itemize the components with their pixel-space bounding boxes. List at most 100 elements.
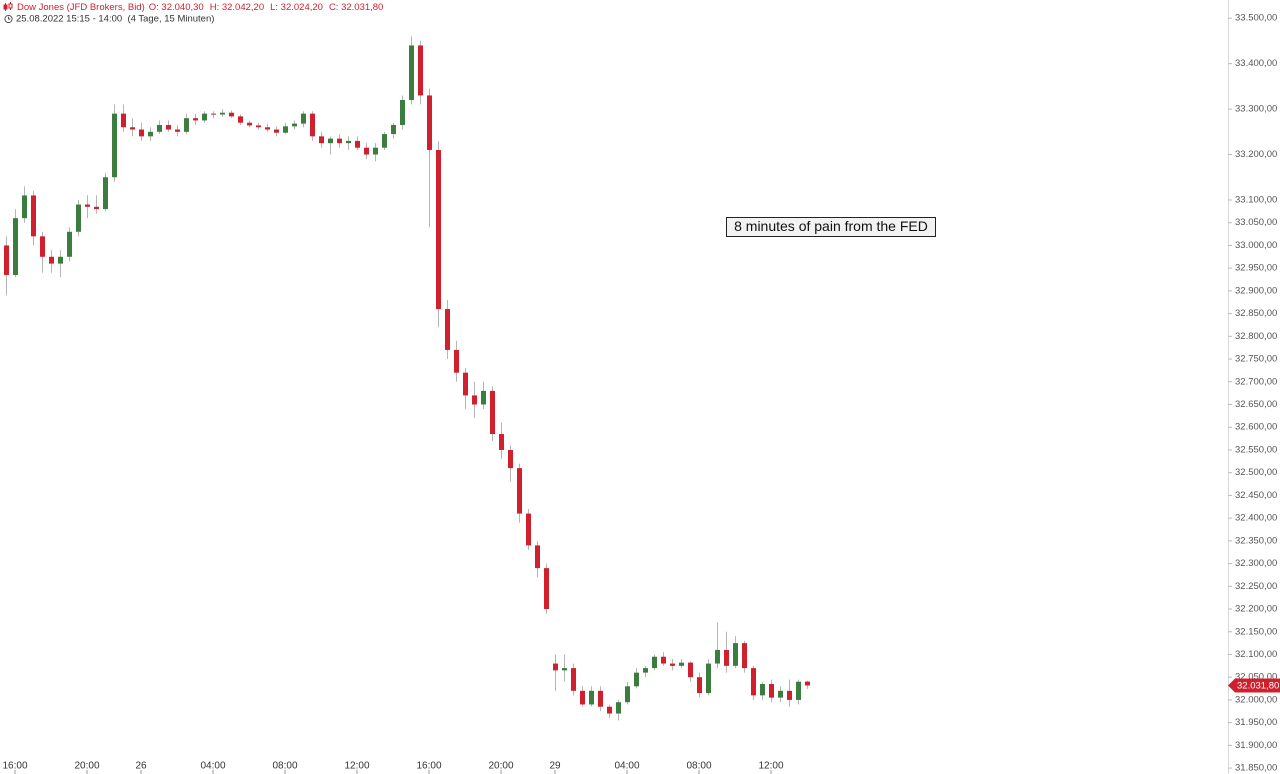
- current-price-label: 32.031,80: [1237, 680, 1279, 691]
- candle-body: [67, 231, 72, 257]
- candle-body: [454, 349, 459, 373]
- candle-body: [679, 662, 684, 666]
- y-tick-label: 33.050,00: [1235, 217, 1277, 228]
- y-tick-label: 32.500,00: [1235, 467, 1277, 478]
- candle-body: [490, 390, 495, 435]
- candle-body: [229, 112, 234, 117]
- x-tick-label: 08:00: [686, 761, 711, 772]
- x-tick-label: 16:00: [2, 761, 27, 772]
- x-tick-label: 08:00: [272, 761, 297, 772]
- y-tick-label: 32.650,00: [1235, 399, 1277, 410]
- y-tick-label: 32.850,00: [1235, 308, 1277, 319]
- candle-body: [319, 136, 324, 144]
- candle-body: [472, 395, 477, 405]
- y-tick-label: 32.700,00: [1235, 376, 1277, 387]
- candle-body: [733, 643, 738, 666]
- candle-body: [112, 113, 117, 178]
- candle-body: [130, 127, 135, 130]
- candle-body: [517, 468, 522, 514]
- x-tick-label: 04:00: [200, 761, 225, 772]
- candle-body: [238, 116, 243, 123]
- candle-body: [328, 138, 333, 144]
- y-tick-label: 32.450,00: [1235, 490, 1277, 501]
- candle-body: [499, 434, 504, 450]
- candle-body: [166, 124, 171, 130]
- candle-body: [652, 656, 657, 669]
- candle-body: [724, 649, 729, 666]
- candle-body: [742, 643, 747, 669]
- candle-body: [139, 129, 144, 137]
- y-tick-label: 32.250,00: [1235, 581, 1277, 592]
- candle-body: [445, 309, 450, 350]
- candle-body: [607, 706, 612, 714]
- candle-body: [391, 124, 396, 135]
- chart-title: Dow Jones (JFD Brokers, Bid): [17, 2, 145, 13]
- chart-subtitle: 25.08.2022 15:15 - 14:00 (4 Tage, 15 Min…: [16, 14, 214, 25]
- y-tick-label: 33.400,00: [1235, 58, 1277, 69]
- y-tick-label: 33.500,00: [1235, 13, 1277, 24]
- candle-body: [616, 702, 621, 714]
- candle-body: [373, 147, 378, 155]
- x-tick-label: 16:00: [416, 761, 441, 772]
- candle-body: [760, 684, 765, 696]
- x-tick-label: 12:00: [344, 761, 369, 772]
- candle-body: [193, 118, 198, 121]
- y-tick-label: 32.550,00: [1235, 444, 1277, 455]
- y-tick-label: 32.800,00: [1235, 331, 1277, 342]
- candle-body: [346, 140, 351, 144]
- clock-icon: [4, 14, 13, 24]
- candle-body: [418, 45, 423, 96]
- candle-body: [661, 656, 666, 664]
- candle-body: [31, 195, 36, 237]
- candle-body: [40, 236, 45, 257]
- candle-body: [49, 256, 54, 264]
- annotation-text: 8 minutes of pain from the FED: [734, 218, 928, 234]
- y-tick-label: 32.750,00: [1235, 354, 1277, 365]
- candle-body: [796, 681, 801, 700]
- candle-body: [598, 690, 603, 707]
- candle-body: [526, 513, 531, 546]
- candle-body: [787, 690, 792, 700]
- candle-body: [544, 568, 549, 610]
- candle-body: [211, 113, 216, 115]
- y-tick-label: 32.350,00: [1235, 535, 1277, 546]
- x-tick-label: 12:00: [758, 761, 783, 772]
- y-tick-label: 33.300,00: [1235, 104, 1277, 115]
- candle-body: [382, 134, 387, 148]
- ohlc-label: L: 32.024,20: [270, 2, 323, 13]
- y-tick-label: 33.000,00: [1235, 240, 1277, 251]
- y-tick-label: 32.100,00: [1235, 649, 1277, 660]
- candle-body: [535, 545, 540, 569]
- candle-body: [274, 129, 279, 133]
- candle-body: [301, 113, 306, 124]
- candle-body: [175, 129, 180, 132]
- candle-body: [256, 125, 261, 128]
- y-tick-label: 32.400,00: [1235, 513, 1277, 524]
- candle-body: [706, 663, 711, 694]
- candle-body: [364, 147, 369, 155]
- candle-body: [427, 95, 432, 150]
- candle-body: [409, 45, 414, 100]
- candle-body: [94, 206, 99, 210]
- candle-body: [58, 256, 63, 264]
- candles: [4, 36, 810, 721]
- candle-body: [337, 138, 342, 144]
- annotation: 8 minutes of pain from the FED: [726, 217, 936, 237]
- ohlc-label: C: 32.031,80: [329, 2, 383, 13]
- chart-type-icon: [3, 2, 13, 11]
- candle-body: [184, 118, 189, 132]
- candle-body: [553, 663, 558, 671]
- candle-body: [481, 390, 486, 405]
- candle-body: [643, 668, 648, 673]
- candle-body: [625, 686, 630, 703]
- candle-body: [634, 672, 639, 687]
- y-tick-label: 31.950,00: [1235, 717, 1277, 728]
- current-price-tag: [1228, 678, 1280, 693]
- candle-body: [310, 113, 315, 137]
- candle-body: [76, 204, 81, 232]
- candle-body: [157, 124, 162, 132]
- candle-body: [562, 668, 567, 671]
- candle-body: [247, 122, 252, 126]
